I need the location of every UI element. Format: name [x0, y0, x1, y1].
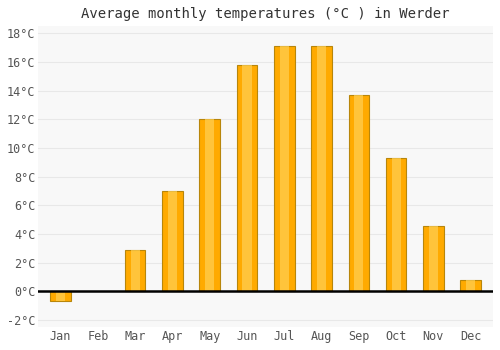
Bar [168, 191, 177, 292]
Bar [317, 46, 326, 292]
Bar [205, 119, 214, 292]
Bar [348, 95, 369, 292]
Bar [386, 158, 406, 292]
Bar [242, 65, 252, 292]
Bar [125, 250, 146, 292]
Bar [429, 225, 438, 292]
Bar [130, 250, 140, 292]
Bar [354, 95, 364, 292]
Bar [392, 158, 400, 292]
Bar [460, 280, 481, 292]
Bar [423, 225, 444, 292]
Bar [200, 119, 220, 292]
Bar [236, 65, 258, 292]
Bar [274, 46, 294, 292]
Bar [162, 191, 182, 292]
Bar [280, 46, 289, 292]
Bar [56, 292, 65, 301]
Bar [50, 292, 71, 301]
Title: Average monthly temperatures (°C ) in Werder: Average monthly temperatures (°C ) in We… [82, 7, 450, 21]
Bar [466, 280, 475, 292]
Bar [312, 46, 332, 292]
